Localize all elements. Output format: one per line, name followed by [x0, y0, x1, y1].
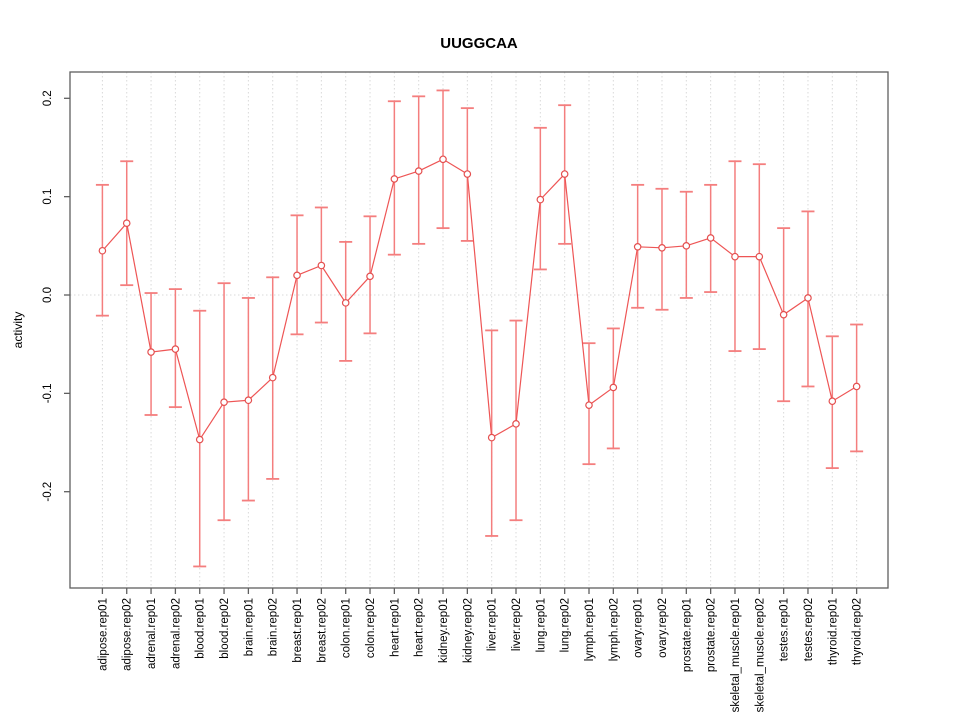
data-point	[682, 242, 691, 250]
chart-title: UUGGCAA	[440, 35, 518, 52]
x-tick-label: adrenal.rep02	[170, 598, 182, 669]
x-tick-label: skeletal_muscle.rep02	[754, 598, 766, 712]
x-tick-label: breast.rep02	[316, 598, 328, 663]
x-tick-label: adipose.rep02	[122, 598, 134, 671]
x-tick-label: kidney.rep01	[438, 598, 450, 663]
data-point	[293, 271, 301, 280]
x-tick-label: liver.rep02	[511, 598, 523, 651]
data-point	[706, 234, 715, 242]
x-tick-label: testes.rep02	[803, 598, 815, 661]
data-point	[779, 310, 788, 319]
data-point	[244, 396, 253, 405]
data-point	[341, 299, 350, 307]
x-tick-label: testes.rep01	[779, 598, 791, 661]
x-tick-label: brain.rep01	[243, 598, 255, 656]
y-tick-label: 0.0	[42, 287, 54, 303]
x-tick-label: heart.rep02	[414, 598, 426, 657]
x-tick-label: ovary.rep01	[633, 598, 645, 658]
x-tick-label: blood.rep02	[219, 598, 231, 659]
data-point	[463, 170, 472, 178]
x-tick-label: adipose.rep01	[97, 598, 109, 671]
data-point	[852, 382, 861, 391]
x-tick-label: heart.rep01	[389, 598, 401, 657]
data-point	[585, 401, 593, 409]
plot-area: 0.2 0.1 0.0 -0.1 -0.2 adipose.rep01 adipose.re…	[42, 71, 889, 712]
data-point	[122, 219, 131, 228]
x-tick-label: lymph.rep02	[608, 598, 620, 661]
x-tick-label: blood.rep01	[195, 598, 207, 659]
data-point	[439, 155, 447, 164]
x-tick-label: colon.rep01	[341, 598, 353, 658]
y-tick-label: 0.2	[42, 90, 54, 106]
data-point	[366, 272, 374, 281]
y-axis-label: activity	[11, 312, 25, 349]
x-tick-label: lymph.rep01	[584, 598, 596, 661]
x-tick-label: liver.rep01	[487, 598, 499, 651]
x-tick-label: brain.rep02	[268, 598, 280, 656]
x-tick-label: skeletal_muscle.rep01	[730, 598, 742, 712]
data-point	[195, 435, 204, 444]
x-tick-label: lung.rep02	[560, 598, 572, 652]
x-tick-label: adrenal.rep01	[146, 598, 158, 669]
x-tick-label: kidney.rep02	[462, 598, 474, 663]
data-point	[268, 373, 277, 382]
data-point	[804, 294, 812, 302]
data-point	[98, 246, 107, 255]
data-point	[658, 243, 666, 252]
data-point	[633, 243, 642, 251]
data-point	[317, 261, 326, 270]
x-tick-label: lung.rep01	[535, 598, 547, 652]
y-tick-label: -0.2	[42, 482, 54, 502]
data-point	[171, 345, 180, 353]
data-point	[536, 195, 545, 204]
x-tick-label: prostate.rep02	[706, 598, 718, 672]
x-tick-label: prostate.rep01	[681, 598, 693, 672]
data-point	[390, 175, 399, 183]
y-tick-label: 0.1	[42, 189, 54, 205]
x-tick-label: colon.rep02	[365, 598, 377, 658]
x-tick-label: thyroid.rep01	[827, 598, 839, 665]
data-point	[609, 383, 618, 392]
x-tick-label: ovary.rep02	[657, 598, 669, 658]
data-point	[220, 398, 228, 407]
plot-border	[69, 71, 889, 589]
data-point	[560, 170, 569, 178]
y-tick-label: -0.1	[42, 383, 54, 403]
x-tick-label: breast.rep01	[292, 598, 304, 663]
series-line	[101, 158, 857, 442]
data-point	[512, 420, 520, 428]
data-point	[755, 252, 764, 261]
data-point	[731, 252, 739, 261]
data-point	[487, 433, 496, 442]
x-tick-label: thyroid.rep02	[852, 598, 864, 665]
data-point	[828, 397, 837, 406]
data-point	[147, 348, 155, 356]
data-point	[414, 167, 423, 175]
